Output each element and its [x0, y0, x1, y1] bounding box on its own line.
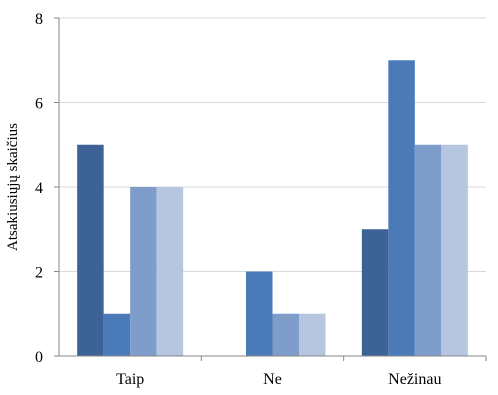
- bar: [441, 144, 468, 356]
- y-tick-label: 0: [35, 349, 43, 366]
- bar: [272, 313, 299, 356]
- x-category-label: Nežinau: [388, 371, 441, 388]
- x-category-label: Taip: [116, 371, 144, 388]
- bar: [361, 229, 389, 356]
- bar: [156, 187, 184, 356]
- labels: 0 2 4 6 8 Taip Ne Nežinau: [35, 11, 441, 388]
- y-tick-label: 8: [35, 11, 43, 28]
- bar: [246, 271, 273, 356]
- y-axis-title: Atsakiusiųjų skaičius: [5, 123, 21, 251]
- y-tick-label: 4: [35, 180, 43, 197]
- bars: [77, 60, 468, 356]
- bar: [103, 313, 131, 356]
- bar: [77, 144, 104, 356]
- bar: [388, 60, 415, 356]
- y-tick-label: 2: [35, 265, 43, 282]
- axes: [54, 17, 487, 361]
- bar: [130, 187, 157, 356]
- y-tick-label: 6: [35, 96, 43, 113]
- bar: [299, 313, 326, 356]
- bar: [414, 144, 442, 356]
- x-category-label: Ne: [263, 371, 282, 388]
